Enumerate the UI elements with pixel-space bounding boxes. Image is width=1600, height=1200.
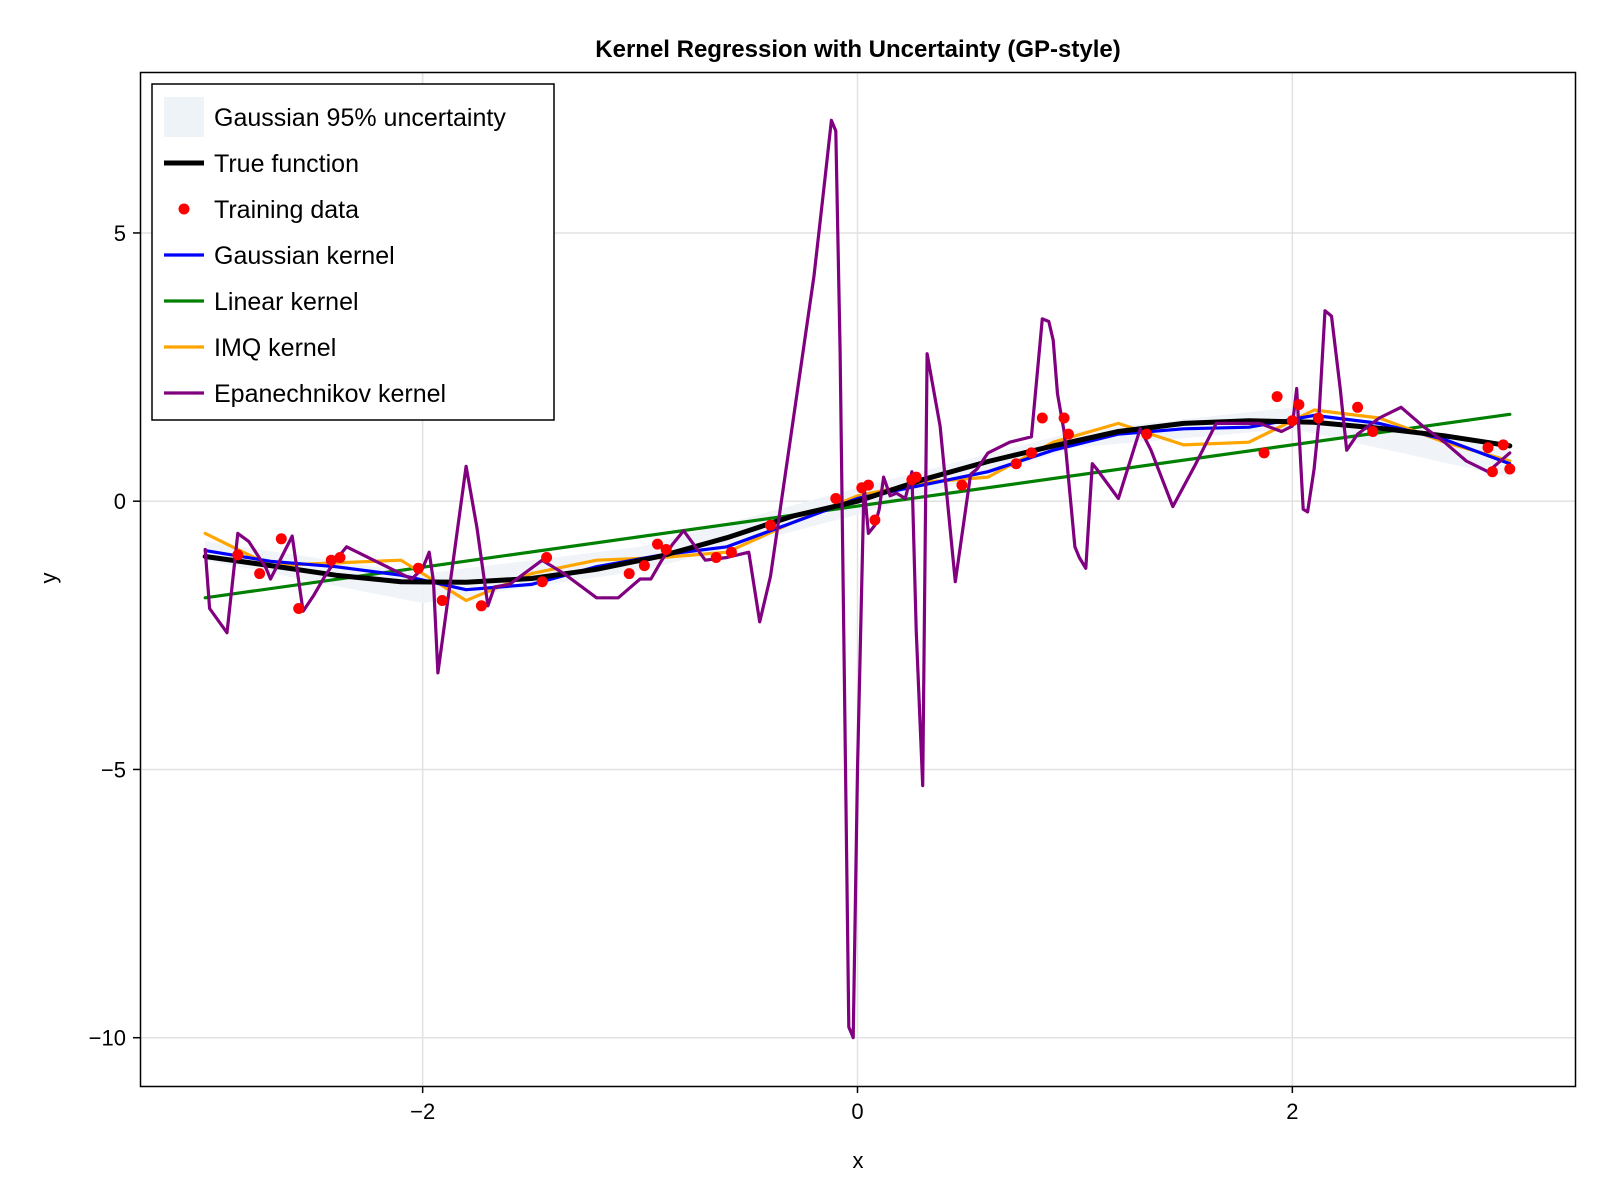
x-axis-label: x: [853, 1148, 864, 1173]
chart-title: Kernel Regression with Uncertainty (GP-s…: [595, 36, 1120, 63]
training-point: [1352, 401, 1364, 413]
legend-label: True function: [214, 150, 359, 178]
y-tick-label: 5: [114, 221, 126, 246]
training-point: [910, 471, 922, 483]
training-point: [1258, 447, 1270, 459]
training-point: [869, 514, 881, 526]
training-point: [1504, 463, 1516, 475]
training-point: [1312, 412, 1324, 424]
training-point: [725, 546, 737, 558]
training-point: [232, 549, 244, 561]
y-axis-label: y: [36, 573, 61, 584]
training-point: [1293, 399, 1305, 411]
training-point: [334, 552, 346, 563]
y-tick-label: 0: [114, 489, 126, 514]
training-point: [254, 568, 266, 580]
x-tick-label: −2: [410, 1099, 435, 1124]
training-point: [541, 552, 553, 563]
training-point: [765, 519, 776, 531]
series-line-epanechnikov-kernel: [203, 118, 1512, 1040]
legend-label: Epanechnikov kernel: [214, 380, 446, 408]
training-point: [436, 595, 448, 606]
training-point: [293, 603, 305, 614]
legend-box: [151, 83, 555, 421]
training-point: [956, 479, 968, 491]
training-point: [1141, 428, 1153, 440]
training-point: [830, 493, 842, 504]
training-point: [623, 568, 635, 580]
x-tick-label: 0: [851, 1099, 863, 1124]
training-point: [1025, 447, 1037, 459]
training-point: [660, 544, 672, 555]
y-tick-label: −5: [101, 757, 126, 782]
legend-label: IMQ kernel: [214, 334, 336, 362]
training-point: [1010, 458, 1022, 470]
legend-swatch-band: [164, 97, 204, 137]
training-point: [1036, 412, 1048, 424]
training-point: [275, 533, 287, 545]
training-point: [1286, 415, 1298, 427]
training-point: [862, 479, 874, 491]
legend-label: Gaussian kernel: [214, 242, 395, 270]
training-point: [1486, 466, 1498, 478]
training-point: [325, 554, 337, 566]
training-point: [412, 562, 424, 574]
training-points: [232, 391, 1516, 614]
legend-swatch-marker: [178, 203, 190, 215]
training-point: [1367, 426, 1379, 437]
legend-label: Training data: [214, 196, 359, 224]
training-point: [1482, 442, 1494, 454]
legend: Gaussian 95% uncertainty True function Tra…: [151, 83, 555, 421]
training-point: [1062, 428, 1074, 440]
training-point: [638, 560, 650, 572]
legend-label: Linear kernel: [214, 288, 359, 316]
y-tick-label: −10: [89, 1026, 126, 1051]
training-point: [1497, 439, 1509, 451]
training-point: [536, 576, 548, 588]
training-point: [1058, 412, 1070, 424]
x-ticks: −2 0 2: [410, 1086, 1298, 1124]
legend-label: Gaussian 95% uncertainty: [214, 104, 506, 132]
x-tick-label: 2: [1286, 1099, 1298, 1124]
training-point: [710, 552, 722, 563]
y-ticks: −10 −5 0 5: [89, 221, 140, 1051]
training-point: [652, 538, 663, 550]
training-point: [1271, 391, 1283, 403]
training-point: [475, 600, 487, 612]
